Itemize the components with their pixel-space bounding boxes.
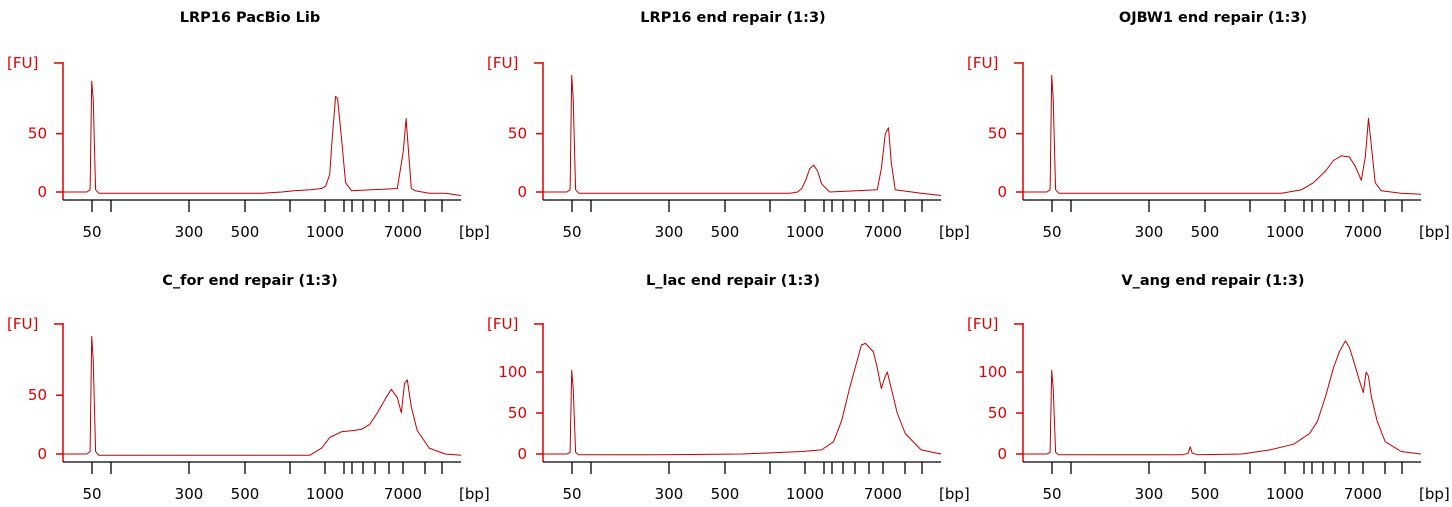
y-tick-label: 100 (978, 363, 1007, 381)
y-axis-label: [FU] (487, 54, 518, 72)
x-tick-label: 500 (1191, 223, 1220, 241)
x-tick-label: 300 (175, 223, 204, 241)
y-axis-label: [FU] (7, 54, 38, 72)
x-tick-label: 300 (175, 485, 204, 503)
chart-title: L_lac end repair (1:3) (646, 273, 820, 289)
y-axis-label: [FU] (967, 315, 998, 333)
y-tick-label: 0 (997, 445, 1007, 463)
x-tick-label: 7000 (384, 223, 422, 241)
y-axis-label: [FU] (487, 315, 518, 333)
trace-line (63, 80, 462, 196)
x-tick-label: 50 (82, 223, 101, 241)
y-tick-label: 50 (508, 125, 527, 143)
chart-title: OJBW1 end repair (1:3) (1119, 10, 1307, 26)
x-tick-label: 1000 (786, 223, 824, 241)
x-tick-label: 7000 (864, 223, 902, 241)
x-tick-label: 50 (82, 485, 101, 503)
x-tick-label: 500 (231, 485, 260, 503)
x-tick-label: 50 (562, 223, 581, 241)
chart-title: LRP16 end repair (1:3) (640, 10, 825, 26)
x-axis-unit: [bp] (459, 223, 490, 241)
trace-line (543, 342, 942, 456)
chart-panel: LRP16 end repair (1:3) [FU] 0 50 50 300 500 100… (487, 10, 970, 241)
y-tick-label: 0 (517, 445, 527, 463)
chart-title: V_ang end repair (1:3) (1121, 273, 1304, 289)
chart-panel: L_lac end repair (1:3) [FU] 0 50 100 50 300 500… (487, 273, 970, 503)
y-tick-label: 100 (498, 363, 527, 381)
x-tick-label: 300 (1135, 485, 1164, 503)
y-tick-label: 0 (517, 183, 527, 201)
x-tick-label: 7000 (384, 485, 422, 503)
chart-panel: OJBW1 end repair (1:3) [FU] 0 50 50 300 500 100… (967, 10, 1450, 241)
y-tick-label: 0 (997, 183, 1007, 201)
x-tick-label: 300 (655, 223, 684, 241)
x-tick-label: 500 (711, 485, 740, 503)
trace-line (543, 74, 942, 196)
trace-line (1023, 340, 1422, 456)
x-tick-label: 1000 (1266, 485, 1304, 503)
y-tick-label: 50 (988, 404, 1007, 422)
y-axis-label: [FU] (967, 54, 998, 72)
x-tick-label: 50 (562, 485, 581, 503)
x-axis-unit: [bp] (939, 485, 970, 503)
trace-line (1023, 74, 1422, 195)
y-axis-label: [FU] (7, 315, 38, 333)
chart-panel: C_for end repair (1:3) [FU] 0 50 50 300 500 100… (7, 273, 490, 503)
x-tick-label: 7000 (1344, 485, 1382, 503)
trace-line (63, 335, 462, 456)
y-tick-label: 0 (37, 445, 47, 463)
y-tick-label: 50 (988, 125, 1007, 143)
chart-panel: V_ang end repair (1:3) [FU] 0 50 100 50 300 500… (967, 273, 1450, 503)
chart-panel: LRP16 PacBio Lib [FU] 0 50 50 300 500 1000 7000 [… (7, 10, 490, 241)
y-tick-label: 0 (37, 183, 47, 201)
chart-title: C_for end repair (1:3) (162, 273, 338, 289)
x-tick-label: 300 (655, 485, 684, 503)
x-axis-unit: [bp] (939, 223, 970, 241)
x-tick-label: 500 (1191, 485, 1220, 503)
x-tick-label: 500 (231, 223, 260, 241)
x-axis-unit: [bp] (1419, 223, 1450, 241)
x-tick-label: 50 (1042, 485, 1061, 503)
y-tick-label: 50 (28, 386, 47, 404)
x-tick-label: 1000 (1266, 223, 1304, 241)
x-tick-label: 500 (711, 223, 740, 241)
y-tick-label: 50 (508, 404, 527, 422)
x-tick-label: 300 (1135, 223, 1164, 241)
x-axis-unit: [bp] (459, 485, 490, 503)
x-axis-unit: [bp] (1419, 485, 1450, 503)
x-tick-label: 7000 (864, 485, 902, 503)
x-tick-label: 1000 (306, 485, 344, 503)
chart-title: LRP16 PacBio Lib (180, 10, 321, 26)
x-tick-label: 1000 (306, 223, 344, 241)
x-tick-label: 7000 (1344, 223, 1382, 241)
x-tick-label: 1000 (786, 485, 824, 503)
x-tick-label: 50 (1042, 223, 1061, 241)
y-tick-label: 50 (28, 125, 47, 143)
